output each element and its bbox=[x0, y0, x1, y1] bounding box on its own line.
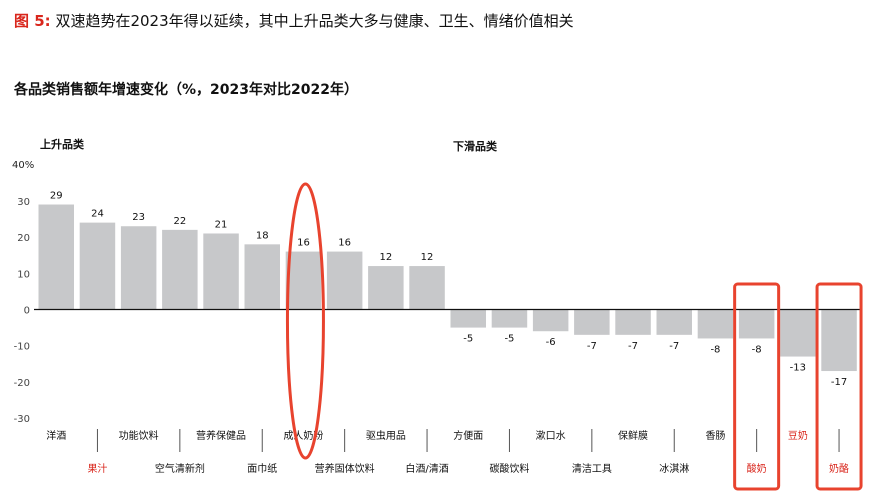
y-tick-label: 20 bbox=[17, 233, 30, 244]
bar bbox=[120, 226, 157, 310]
bar bbox=[821, 309, 857, 372]
bar bbox=[38, 204, 74, 310]
x-tick-label: 奶酪 bbox=[829, 462, 849, 475]
bar bbox=[203, 233, 239, 310]
group-label-falling: 下滑品类 bbox=[453, 139, 498, 153]
x-tick-label: 方便面 bbox=[453, 429, 483, 442]
x-tick-label: 酸奶 bbox=[747, 462, 767, 475]
bar-value-label: -13 bbox=[790, 363, 806, 374]
bar-value-label: 12 bbox=[379, 252, 392, 263]
x-tick-label: 香肠 bbox=[705, 430, 725, 442]
y-tick-label: 30 bbox=[17, 197, 30, 208]
bar-value-label: 18 bbox=[256, 230, 269, 241]
bar bbox=[244, 244, 280, 310]
x-tick-label: 白酒/清酒 bbox=[405, 462, 448, 475]
bar-value-label: 16 bbox=[297, 238, 310, 249]
figure-label: 图 5: bbox=[14, 12, 51, 30]
bar-value-label: 29 bbox=[50, 191, 63, 202]
bar bbox=[162, 229, 198, 310]
bar-value-label: -7 bbox=[669, 341, 679, 352]
figure-title: 图 5: 双速趋势在2023年得以延续，其中上升品类大多与健康、卫生、情绪价值相… bbox=[14, 10, 574, 31]
annotation-ellipse bbox=[285, 182, 325, 460]
bar bbox=[574, 309, 610, 335]
bar-value-label: 16 bbox=[338, 238, 351, 249]
x-tick-label: 洋酒 bbox=[46, 429, 66, 442]
x-tick-label: 冰淇淋 bbox=[659, 462, 689, 475]
x-tick-label: 营养保健品 bbox=[196, 429, 246, 442]
x-tick-label: 营养固体饮料 bbox=[315, 462, 375, 475]
bar-value-label: 12 bbox=[421, 252, 434, 263]
chart-title: 各品类销售额年增速变化（%，2023年对比2022年） bbox=[14, 82, 358, 98]
bar bbox=[656, 309, 692, 335]
x-tick-label: 漱口水 bbox=[536, 430, 566, 442]
x-tick-label: 面巾纸 bbox=[247, 462, 277, 475]
bar bbox=[409, 266, 445, 310]
bar-value-label: 24 bbox=[91, 209, 104, 220]
bar bbox=[738, 309, 775, 339]
bar bbox=[326, 251, 363, 310]
y-tick-label: 0 bbox=[24, 306, 30, 317]
annotation-box bbox=[733, 282, 781, 491]
bar bbox=[368, 266, 404, 310]
bar-value-label: -7 bbox=[628, 341, 638, 352]
x-tick-label: 清洁工具 bbox=[572, 462, 612, 475]
y-tick-label: 10 bbox=[17, 269, 30, 280]
bar-value-label: -5 bbox=[463, 334, 473, 345]
bar bbox=[615, 309, 651, 335]
bar bbox=[491, 309, 528, 328]
x-tick-label: 驱虫用品 bbox=[366, 430, 406, 442]
bar-value-label: -8 bbox=[710, 344, 720, 355]
bar-value-label: -6 bbox=[546, 337, 556, 348]
bar-value-label: 22 bbox=[173, 216, 186, 227]
bar-value-label: -17 bbox=[831, 377, 847, 388]
bar-value-label: -7 bbox=[587, 341, 597, 352]
x-tick-label: 功能饮料 bbox=[119, 429, 159, 442]
x-tick-label: 空气清新剂 bbox=[155, 462, 205, 475]
bar-value-label: 21 bbox=[215, 219, 228, 230]
y-tick-label: -20 bbox=[14, 378, 30, 389]
bar bbox=[450, 309, 486, 328]
bar-value-label: 23 bbox=[132, 212, 145, 223]
y-tick-label: -30 bbox=[14, 414, 30, 425]
x-tick-label: 豆奶 bbox=[788, 430, 808, 442]
bar bbox=[780, 309, 816, 357]
x-tick-label: 碳酸饮料 bbox=[489, 462, 529, 475]
x-tick-label: 保鲜膜 bbox=[618, 429, 648, 442]
group-label-rising: 上升品类 bbox=[40, 137, 85, 151]
bar-value-label: -5 bbox=[504, 334, 514, 345]
annotation-box bbox=[815, 282, 863, 491]
figure-title-text: 双速趋势在2023年得以延续，其中上升品类大多与健康、卫生、情绪价值相关 bbox=[55, 12, 574, 30]
bar-value-label: -8 bbox=[752, 344, 762, 355]
bar bbox=[532, 309, 569, 332]
y-tick-label: -10 bbox=[14, 342, 30, 353]
bar bbox=[697, 309, 734, 339]
y-unit-label: 40% bbox=[12, 160, 34, 171]
x-tick-label: 果汁 bbox=[87, 462, 107, 475]
bar bbox=[285, 251, 322, 310]
bar bbox=[79, 222, 116, 310]
